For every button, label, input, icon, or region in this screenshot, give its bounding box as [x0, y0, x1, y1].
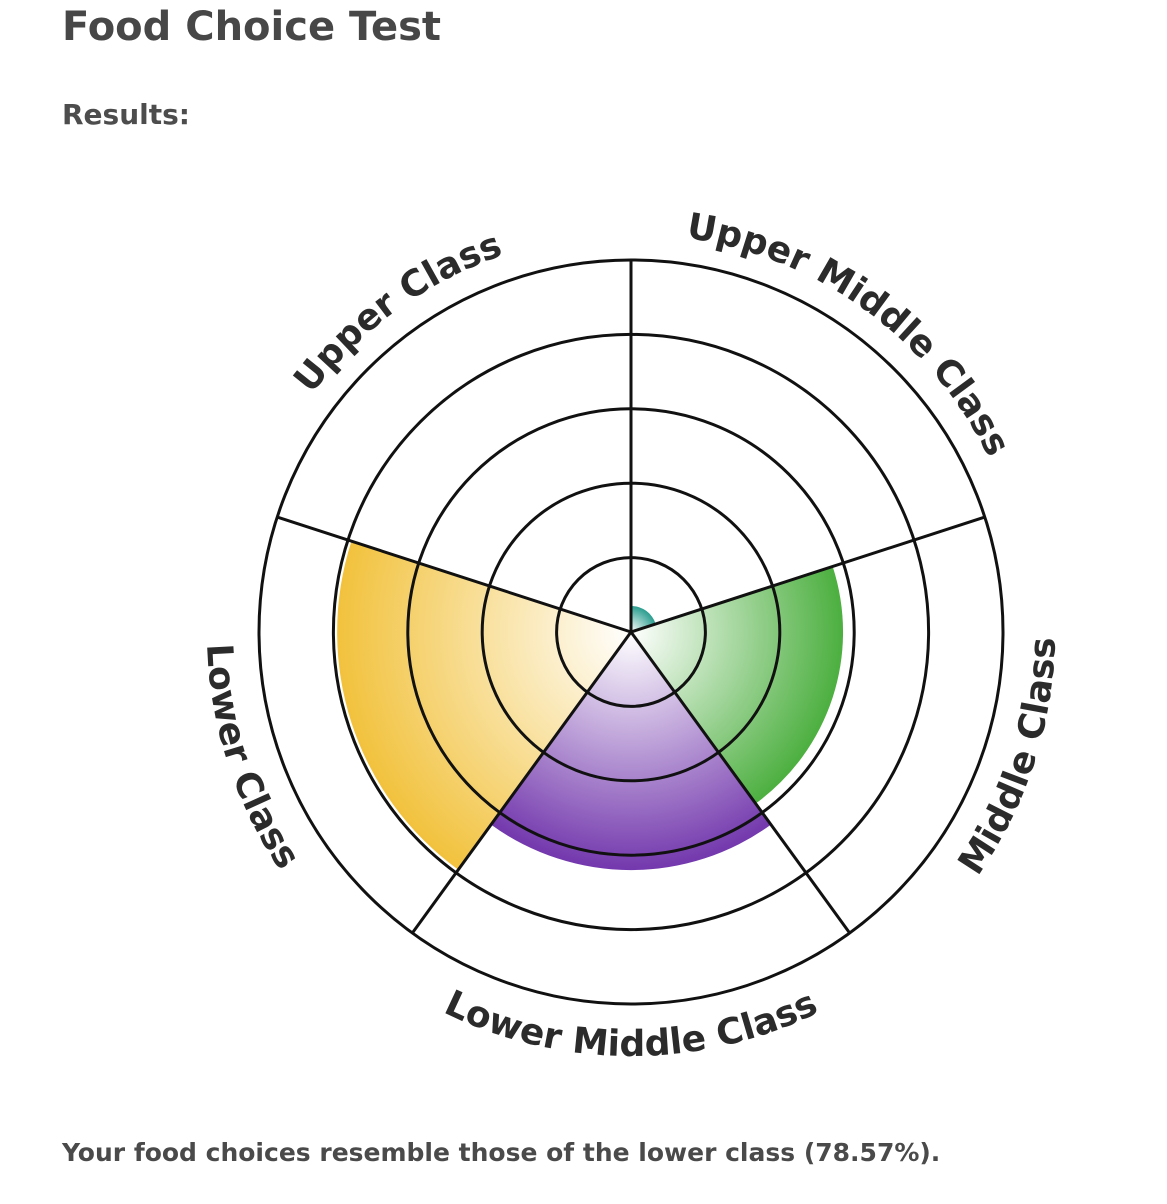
category-label-lower-class: Lower Class: [198, 643, 308, 877]
results-label: Results:: [62, 98, 190, 131]
grid-spoke: [276, 515, 632, 634]
grid-spoke: [411, 631, 633, 934]
sector-middle-class: [631, 566, 844, 804]
grid-spoke: [630, 515, 986, 634]
grid-layer: [257, 258, 1005, 1006]
result-summary: Your food choices resemble those of the …: [62, 1138, 941, 1167]
grid-spoke: [629, 631, 851, 934]
category-label-lower-middle-class: Lower Middle Class: [439, 983, 824, 1065]
page-title: Food Choice Test: [62, 4, 442, 50]
category-label-middle-class: Middle Class: [951, 636, 1064, 881]
sector-lower-middle-class: [491, 632, 771, 871]
category-label-upper-class: Upper Class: [286, 225, 507, 400]
category-label-upper-middle-class: Upper Middle Class: [684, 206, 1018, 462]
